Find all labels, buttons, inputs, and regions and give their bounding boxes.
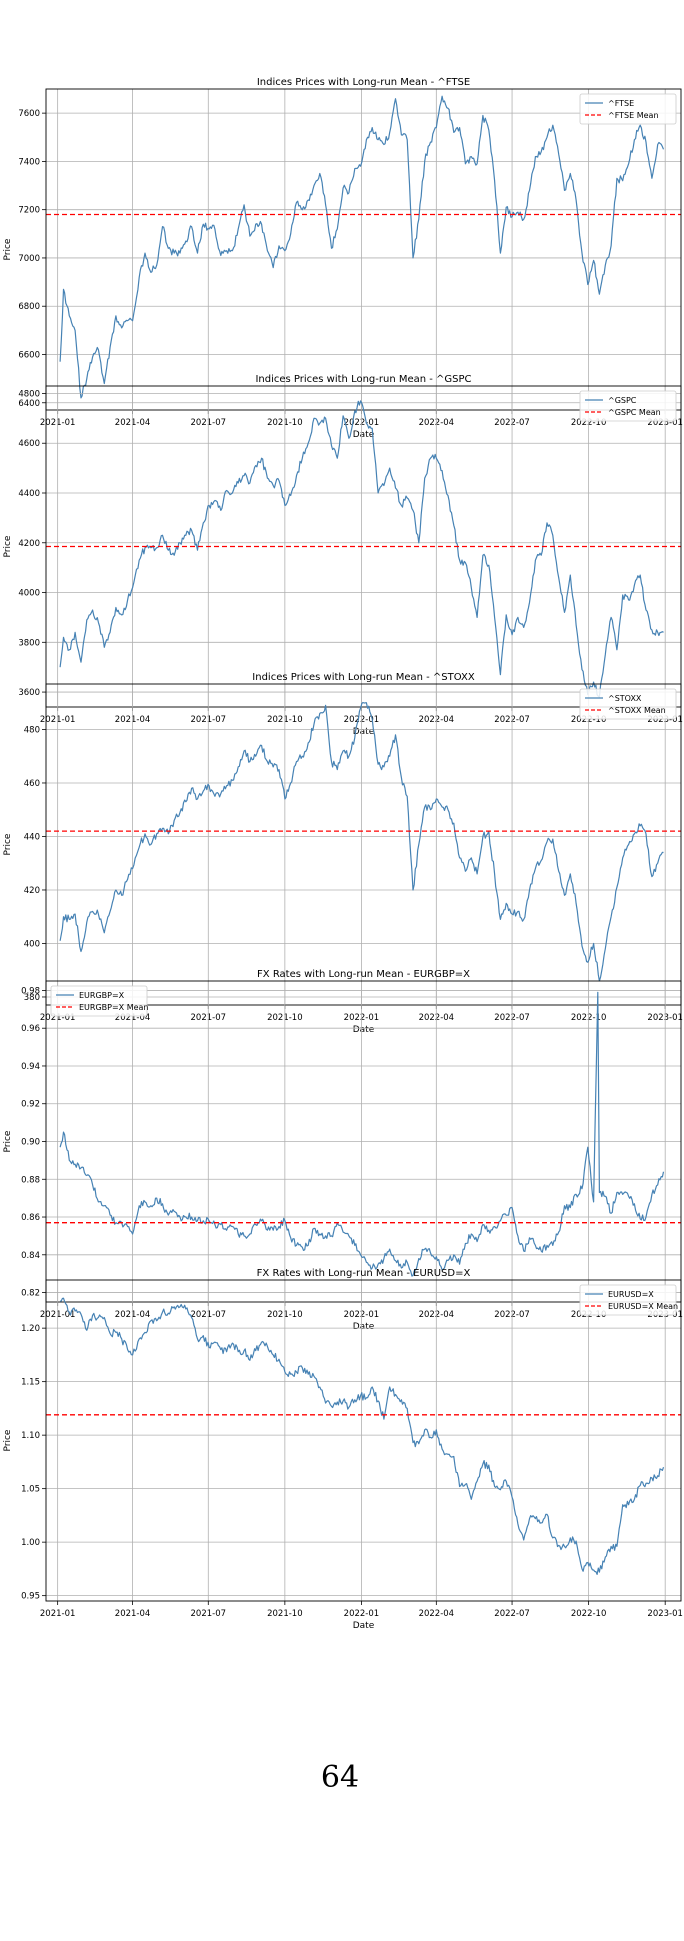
y-tick-label: 0.94: [21, 1062, 40, 1072]
y-tick-label: 1.10: [21, 1431, 40, 1441]
y-tick-label: 1.20: [21, 1324, 40, 1334]
y-axis-label: Price: [3, 833, 13, 855]
y-tick-label: 7400: [18, 157, 40, 167]
y-axis-label: Price: [3, 535, 13, 557]
legend-box: [579, 93, 677, 125]
series-line: [59, 1297, 665, 1575]
y-axis-label: Price: [3, 1130, 13, 1152]
chart-svg: FX Rates with Long-run Mean - EURUSD=X 20…: [3, 1268, 683, 1631]
y-tick-label: 1.15: [21, 1378, 40, 1388]
chart-title: FX Rates with Long-run Mean - EURUSD=X: [257, 1268, 471, 1279]
y-tick-label: 1.05: [21, 1485, 40, 1495]
legend-label: ^FTSE: [608, 99, 634, 108]
chart-svg: Indices Prices with Long-run Mean - ^STO…: [3, 672, 683, 1035]
series-line: [59, 95, 665, 399]
chart-panel: Indices Prices with Long-run Mean - ^STO…: [0, 670, 684, 1040]
legend-label: ^GSPC: [608, 396, 637, 405]
y-tick-label: 0.96: [21, 1024, 40, 1034]
y-tick-label: 420: [24, 886, 40, 896]
y-axis-label: Price: [3, 1429, 13, 1451]
y-tick-label: 6400: [18, 399, 40, 409]
chart-svg: Indices Prices with Long-run Mean - ^FTS…: [3, 77, 683, 440]
chart-title: FX Rates with Long-run Mean - EURGBP=X: [257, 969, 470, 980]
x-tick-label: 2022-10: [571, 1609, 607, 1619]
y-tick-label: 1.00: [21, 1538, 40, 1548]
y-tick-label: 0.82: [21, 1289, 40, 1299]
y-tick-label: 4000: [18, 589, 40, 599]
y-tick-label: 460: [24, 779, 40, 789]
y-tick-label: 0.86: [21, 1213, 40, 1223]
y-tick-label: 4400: [18, 489, 40, 499]
y-tick-label: 0.98: [21, 986, 40, 996]
y-tick-label: 380: [24, 993, 40, 1003]
plot-frame: [45, 980, 682, 1303]
y-tick-label: 7600: [18, 109, 40, 119]
legend: EURUSD=X EURUSD=X Mean: [579, 1284, 678, 1316]
chart-panel: FX Rates with Long-run Mean - EURUSD=X 20…: [0, 1266, 684, 1636]
x-tick-label: 2022-07: [494, 1609, 530, 1619]
x-axis-label: Date: [353, 1322, 375, 1332]
legend-label: ^GSPC Mean: [608, 408, 661, 417]
plot-frame: [45, 1279, 682, 1602]
legend-label: ^STOXX Mean: [608, 706, 666, 715]
legend-label: EURUSD=X: [608, 1290, 654, 1299]
y-tick-label: 0.88: [21, 1175, 40, 1185]
plot-frame: [45, 385, 682, 708]
legend-label: ^FTSE Mean: [608, 111, 659, 120]
chart-title: Indices Prices with Long-run Mean - ^FTS…: [257, 77, 470, 88]
y-tick-label: 6800: [18, 302, 40, 312]
x-axis-label: Date: [353, 1621, 375, 1631]
legend-label: ^STOXX: [608, 694, 642, 703]
x-axis-label: Date: [353, 1025, 375, 1035]
legend: EURGBP=X EURGBP=X Mean: [50, 985, 149, 1017]
series-line: [59, 400, 664, 698]
y-axis-label: Price: [3, 238, 13, 260]
legend-box: [579, 1284, 677, 1316]
x-tick-label: 2021-07: [191, 1609, 227, 1619]
page-number: 64: [320, 1760, 360, 1795]
chart-panel: Indices Prices with Long-run Mean - ^FTS…: [0, 75, 684, 445]
y-tick-label: 7000: [18, 254, 40, 264]
x-tick-label: 2021-10: [267, 1609, 303, 1619]
x-tick-label: 2023-01: [647, 1609, 683, 1619]
legend-box: [579, 688, 677, 720]
legend: ^GSPC ^GSPC Mean: [579, 390, 677, 422]
legend-label: EURUSD=X Mean: [608, 1302, 678, 1311]
chart-title: Indices Prices with Long-run Mean - ^STO…: [252, 672, 475, 683]
y-tick-label: 0.84: [21, 1251, 40, 1261]
y-tick-label: 3800: [18, 638, 40, 648]
series-line: [59, 991, 665, 1277]
y-tick-label: 0.95: [21, 1592, 40, 1602]
y-tick-label: 0.92: [21, 1100, 40, 1110]
x-axis-label: Date: [353, 727, 375, 737]
legend: ^FTSE ^FTSE Mean: [579, 93, 677, 125]
x-tick-label: 2021-01: [40, 1609, 76, 1619]
y-tick-label: 400: [24, 939, 40, 949]
x-tick-label: 2022-04: [419, 1609, 455, 1619]
x-tick-label: 2021-04: [115, 1609, 151, 1619]
chart-title: Indices Prices with Long-run Mean - ^GSP…: [255, 374, 471, 385]
y-tick-label: 440: [24, 832, 40, 842]
x-axis-label: Date: [353, 430, 375, 440]
y-tick-label: 7200: [18, 206, 40, 216]
plot-frame: [45, 88, 682, 411]
y-tick-label: 3600: [18, 688, 40, 698]
y-tick-label: 6600: [18, 350, 40, 360]
legend: ^STOXX ^STOXX Mean: [579, 688, 677, 720]
legend-box: [579, 390, 677, 422]
legend-label: EURGBP=X Mean: [79, 1003, 149, 1012]
y-tick-label: 4200: [18, 539, 40, 549]
legend-box: [50, 985, 148, 1017]
y-tick-label: 4600: [18, 439, 40, 449]
y-tick-label: 480: [24, 725, 40, 735]
y-tick-label: 4800: [18, 389, 40, 399]
y-tick-label: 0.90: [21, 1138, 40, 1148]
legend-label: EURGBP=X: [79, 991, 125, 1000]
plot-frame: [45, 683, 682, 1006]
x-tick-label: 2022-01: [344, 1609, 380, 1619]
